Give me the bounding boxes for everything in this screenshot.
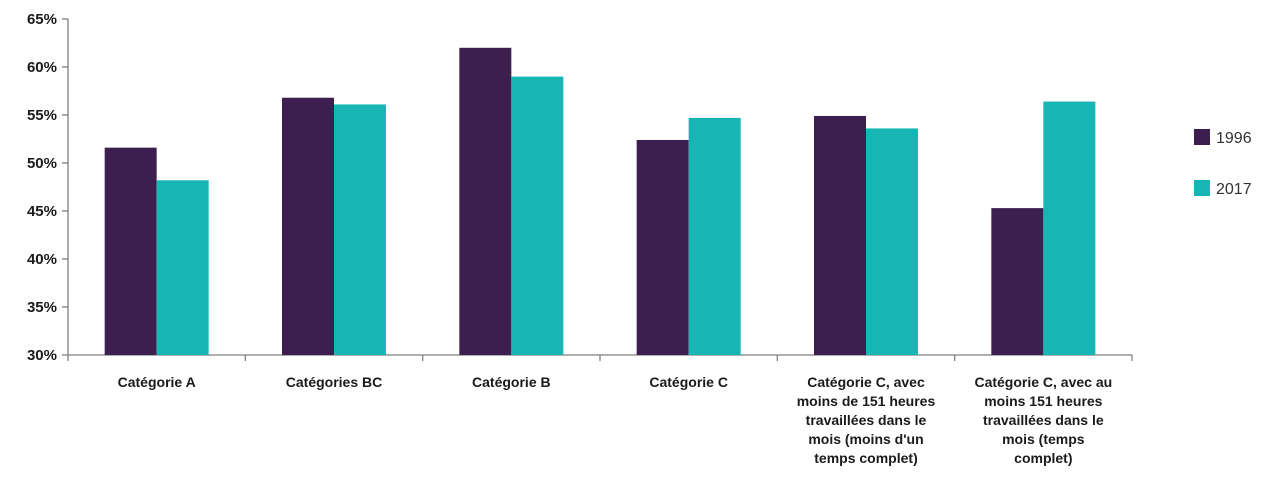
bar-2017 [689,118,741,355]
bar-1996 [105,148,157,355]
x-category-label-line: travaillées dans le [983,412,1104,428]
bar-1996 [991,208,1043,355]
x-category-label: Catégorie C, avec au moins 151 heures trav… [974,374,1112,466]
y-axis: 30% 35% 40% 45% 50% 55% 60% 65% [27,11,68,364]
bars [105,48,1096,355]
x-category-label-line: moins 151 heures [984,393,1102,409]
x-category-label-line: travaillées dans le [806,412,927,428]
category-labels: Catégorie A Catégories BC Catégorie B Catég… [118,374,1113,466]
bar-2017 [511,77,563,355]
x-category-label: Catégorie C, avec moins de 151 heures trav… [797,374,936,466]
x-category-label-line: Catégories BC [286,374,382,390]
bar-1996 [282,98,334,355]
y-tick-label: 30% [27,347,57,364]
x-category-label: Catégorie B [472,374,551,390]
y-tick-label: 65% [27,11,57,28]
legend-label-2017: 2017 [1216,181,1252,198]
legend-swatch-2017 [1194,180,1210,196]
x-category-label-line: temps complet) [814,450,917,466]
y-tick-label: 60% [27,59,57,76]
x-category-label: Catégorie C [649,374,728,390]
legend-label-1996: 1996 [1216,130,1252,147]
x-category-label-line: Catégorie B [472,374,551,390]
x-category-label-line: mois (moins d'un [808,431,923,447]
x-category-label-line: mois (temps [1002,431,1085,447]
y-tick-label: 45% [27,203,57,220]
bar-2017 [866,128,918,355]
x-category-label: Catégorie A [118,374,196,390]
bar-1996 [814,116,866,355]
x-category-label: Catégories BC [286,374,382,390]
bar-1996 [459,48,511,355]
y-tick-label: 35% [27,299,57,316]
bar-2017 [334,104,386,355]
y-tick-label: 40% [27,251,57,268]
bar-1996 [637,140,689,355]
x-category-label-line: Catégorie C [649,374,728,390]
x-category-label-line: Catégorie C, avec au [974,374,1112,390]
legend-swatch-1996 [1194,129,1210,145]
x-category-label-line: moins de 151 heures [797,393,936,409]
x-category-label-line: Catégorie C, avec [807,374,925,390]
y-tick-label: 55% [27,107,57,124]
y-tick-label: 50% [27,155,57,172]
x-axis [68,355,1132,361]
legend: 1996 2017 [1194,129,1252,198]
bar-2017 [157,180,209,355]
bar-2017 [1043,102,1095,355]
x-category-label-line: Catégorie A [118,374,196,390]
x-category-label-line: complet) [1014,450,1072,466]
